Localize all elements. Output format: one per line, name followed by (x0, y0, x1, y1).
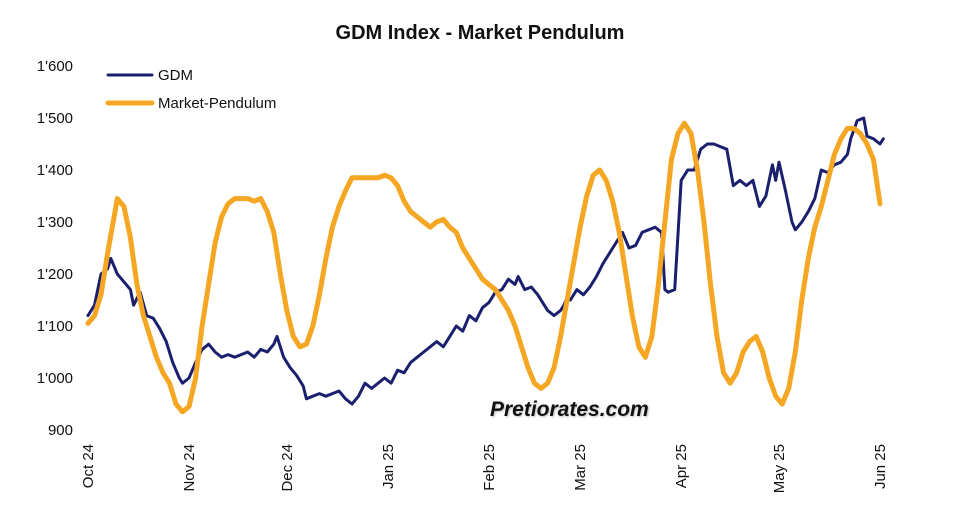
x-tick-label: Mar 25 (572, 444, 589, 491)
chart-title: GDM Index - Market Pendulum (335, 22, 625, 44)
y-tick-label: 1'100 (37, 318, 73, 335)
y-tick-label: 1'600 (37, 58, 73, 75)
legend-label: GDM (158, 67, 193, 84)
watermark-text: Pretiorates.com (490, 398, 649, 421)
y-tick-label: 1'400 (37, 162, 73, 179)
x-tick-label: May 25 (771, 444, 788, 493)
x-tick-label: Feb 25 (481, 444, 498, 491)
y-tick-label: 900 (48, 422, 73, 439)
x-tick-label: Apr 25 (673, 444, 690, 488)
x-tick-label: Oct 24 (80, 444, 97, 488)
x-axis: Oct 24 Nov 24 Dec 24 Jan 25 Feb 25 Mar 25 Apr … (80, 444, 889, 493)
x-tick-label: Nov 24 (181, 444, 198, 492)
x-tick-label: Dec 24 (279, 444, 296, 492)
x-tick-label: Jun 25 (872, 444, 889, 489)
series-line-market-pendulum (85, 120, 883, 415)
y-tick-label: 1'500 (37, 110, 73, 127)
legend: GDM Market-Pendulum (105, 67, 276, 112)
x-tick-label: Jan 25 (380, 444, 397, 489)
y-tick-label: 1'000 (37, 370, 73, 387)
legend-label: Market-Pendulum (158, 95, 276, 112)
series-layer (85, 116, 885, 415)
y-axis: 900 1'000 1'100 1'200 1'300 1'400 1'500 1'600 (37, 58, 73, 439)
y-tick-label: 1'200 (37, 266, 73, 283)
y-tick-label: 1'300 (37, 214, 73, 231)
